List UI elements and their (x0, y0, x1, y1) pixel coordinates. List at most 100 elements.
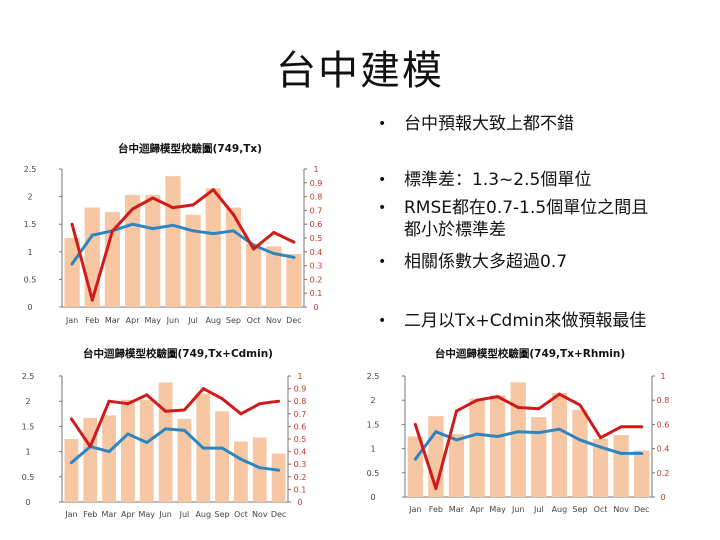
correlation-point (171, 206, 175, 210)
x-tick-label: Mar (105, 316, 121, 325)
correlation-point (201, 387, 205, 391)
rmse-point (90, 233, 94, 237)
correlation-point (496, 395, 500, 399)
bullet-text: 二月以Tx+Cdmin來做預報最佳 (404, 311, 647, 331)
correlation-point (69, 417, 73, 421)
y2-tick-label: 0.4 (657, 445, 670, 454)
correlation-point (537, 407, 541, 411)
y-tick-label: 0 (27, 303, 32, 312)
chart-tx-cdmin: 台中迴歸模型校驗圖(749,Tx+Cdmin) 0 0.5 1 1.5 2 2.5 0 0.1 0… (22, 347, 307, 519)
x-tick-label: Nov (252, 510, 268, 519)
correlation-point (599, 436, 603, 440)
rmse-point (231, 229, 235, 233)
bar (145, 194, 161, 307)
correlation-point (231, 213, 235, 217)
correlation-point (258, 402, 262, 406)
chart-tx: 台中迴歸模型校驗圖(749,Tx) 0 0.5 1 1.5 2 2.5 0 0.1 0.2 0.3 0… (24, 142, 323, 325)
rmse-point (557, 427, 561, 431)
y2-tick-label: 0.9 (294, 385, 307, 394)
rmse-point (220, 446, 224, 450)
bar (139, 399, 154, 502)
rmse-point (619, 451, 623, 455)
page-title: 台中建模 (276, 48, 444, 94)
y2-tick-label: 0.8 (294, 397, 307, 406)
rmse-point (258, 466, 262, 470)
x-tick-label: Apr (470, 505, 485, 514)
x-tick-label: Nov (613, 505, 629, 514)
correlation-point (191, 203, 195, 207)
y2-tick-label: 0.2 (310, 275, 323, 284)
x-tick-label: Sep (215, 510, 230, 519)
rmse-point (578, 438, 582, 442)
x-tick-label: Aug (552, 505, 568, 514)
bullet-item: • 台中預報大致上都不錯 (378, 113, 659, 135)
rmse-point (292, 255, 296, 259)
x-tick-label: Nov (266, 316, 282, 325)
y-tick-label: 1.5 (22, 422, 35, 431)
x-tick-label: Dec (271, 510, 286, 519)
y2-tick-label: 0.5 (294, 435, 307, 444)
bar (84, 207, 100, 307)
y2-tick-label: 0.7 (294, 410, 307, 419)
bar (177, 418, 192, 502)
y-tick-label: 1 (27, 248, 32, 257)
y2-tick-label: 1 (660, 372, 665, 381)
x-tick-label: Oct (247, 316, 261, 325)
rmse-line (414, 427, 642, 461)
rmse-point (126, 432, 130, 436)
y2-tick-label: 0.2 (657, 469, 670, 478)
rmse-point (239, 457, 243, 461)
rmse-point (599, 445, 603, 449)
y-tick-label: 2 (25, 397, 30, 406)
bullet-item: • 相關係數大多超過0.7 (378, 251, 659, 273)
correlation-point (557, 392, 561, 396)
rmse-point (69, 461, 73, 465)
bar (271, 453, 286, 502)
y-tick-label: 2.5 (24, 165, 37, 174)
y-tick-label: 2.5 (367, 372, 380, 381)
rmse-point (272, 251, 276, 255)
y-tick-label: 0.5 (367, 469, 380, 478)
x-tick-label: Jul (533, 505, 544, 514)
y2-tick-label: 0.7 (310, 206, 323, 215)
rmse-point (640, 451, 644, 455)
correlation-point (413, 422, 417, 426)
bar (469, 398, 485, 497)
bar (124, 194, 141, 307)
rmse-point (131, 222, 135, 226)
correlation-point (88, 445, 92, 449)
y2-tick-label: 1 (297, 372, 302, 381)
bullet-item: • RMSE都在0.7-1.5個單位之間且都小於標準差 (378, 197, 659, 241)
bar (489, 395, 506, 497)
y2-tick-label: 0.6 (657, 420, 670, 429)
bullet-dot-icon: • (378, 172, 387, 188)
y2-tick-label: 0.5 (310, 234, 323, 243)
y-tick-label: 2 (370, 396, 375, 405)
x-tick-label: Jan (64, 510, 77, 519)
bullet-dot-icon: • (378, 116, 387, 132)
y2-tick-label: 0.6 (310, 220, 323, 229)
bar (165, 176, 181, 307)
x-tick-label: Jul (179, 510, 190, 519)
y2-tick-label: 0.3 (310, 262, 323, 271)
x-tick-label: Apr (121, 510, 136, 519)
correlation-point (640, 425, 644, 429)
bullet-item: • 二月以Tx+Cdmin來做預報最佳 (378, 310, 659, 332)
x-tick-label: Mar (449, 505, 465, 514)
y2-tick-label: 0 (660, 493, 665, 502)
y2-tick-label: 0.1 (294, 485, 307, 494)
y-tick-label: 1.5 (367, 420, 380, 429)
rmse-point (191, 229, 195, 233)
correlation-point (70, 222, 74, 226)
x-tick-label: Oct (234, 510, 248, 519)
x-tick-label: Aug (195, 510, 211, 519)
chart-title: 台中迴歸模型校驗圖(749,Tx+Rhmin) (435, 347, 625, 360)
correlation-point (454, 409, 458, 413)
rmse-point (211, 232, 215, 236)
bar (234, 441, 248, 502)
bullet-dot-icon: • (378, 254, 387, 270)
y-tick-label: 0 (370, 493, 375, 502)
correlation-point (90, 298, 94, 302)
y-tick-label: 0 (25, 498, 30, 507)
rmse-line (70, 427, 279, 472)
